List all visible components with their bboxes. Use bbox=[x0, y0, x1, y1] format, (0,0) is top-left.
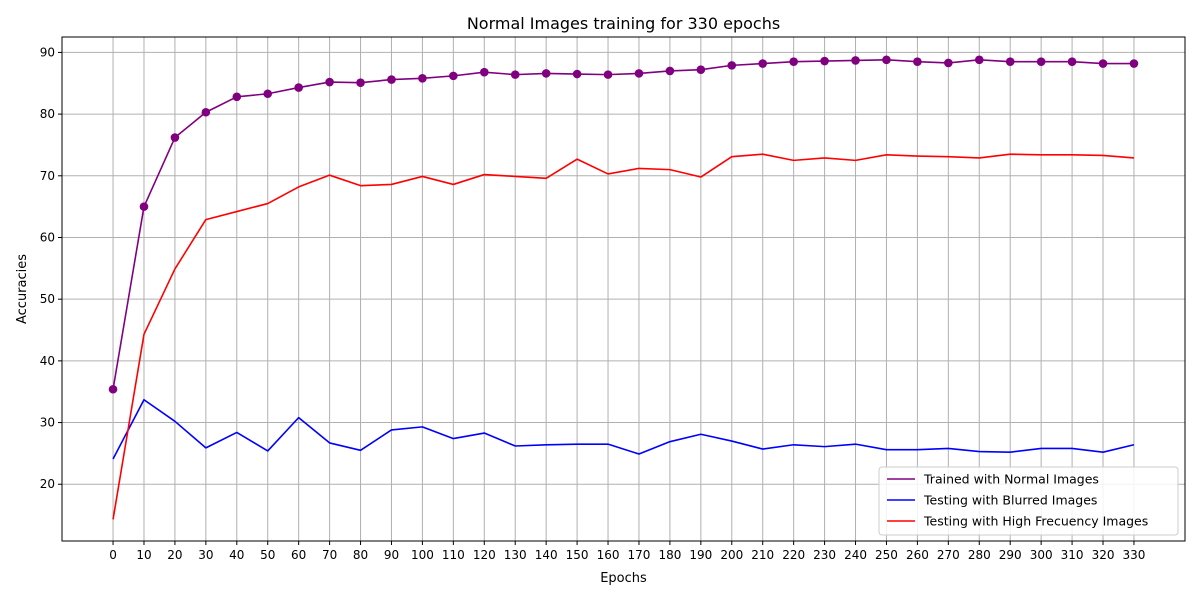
x-tick-label: 70 bbox=[322, 548, 337, 562]
data-point bbox=[1036, 57, 1046, 66]
x-tick-label: 150 bbox=[566, 548, 589, 562]
data-point bbox=[789, 57, 798, 66]
x-tick-label: 290 bbox=[999, 548, 1022, 562]
series-line bbox=[112, 153, 1135, 520]
data-point bbox=[1005, 57, 1015, 66]
data-point bbox=[603, 70, 613, 79]
x-tick-label: 220 bbox=[782, 548, 805, 562]
data-point bbox=[510, 70, 520, 79]
data-point bbox=[758, 59, 768, 68]
x-tick-label: 310 bbox=[1061, 548, 1084, 562]
data-point bbox=[232, 92, 242, 102]
data-point bbox=[263, 89, 273, 99]
x-tick-label: 80 bbox=[353, 548, 368, 562]
y-tick-label: 90 bbox=[40, 45, 55, 59]
data-point bbox=[665, 66, 675, 76]
x-tick-label: 40 bbox=[229, 548, 244, 562]
data-point bbox=[479, 67, 489, 77]
y-axis-ticks: 20 30 40 50 60 70 80 90 bbox=[40, 45, 62, 491]
y-tick-label: 70 bbox=[40, 169, 55, 183]
series-line bbox=[112, 398, 1135, 460]
data-point bbox=[387, 75, 396, 84]
legend-label: Trained with Normal Images bbox=[923, 472, 1099, 487]
data-point bbox=[1129, 59, 1139, 68]
x-tick-label: 250 bbox=[875, 548, 898, 562]
data-point bbox=[913, 57, 922, 66]
grid bbox=[62, 37, 1185, 541]
x-axis-ticks: 0 10 20 30 40 50 60 70 80 90 100 110 120 130 140 150 160… bbox=[109, 541, 1145, 562]
data-point bbox=[170, 133, 180, 142]
data-point bbox=[882, 55, 891, 65]
data-point bbox=[449, 71, 458, 81]
x-tick-label: 330 bbox=[1123, 548, 1146, 562]
x-tick-label: 200 bbox=[720, 548, 743, 562]
y-tick-label: 20 bbox=[40, 477, 55, 491]
x-tick-label: 210 bbox=[751, 548, 774, 562]
data-point bbox=[634, 69, 644, 78]
x-tick-label: 140 bbox=[535, 548, 558, 562]
data-point bbox=[294, 83, 303, 92]
y-tick-label: 80 bbox=[40, 107, 55, 121]
x-tick-label: 50 bbox=[260, 548, 275, 562]
series-2 bbox=[112, 398, 1135, 460]
x-tick-label: 0 bbox=[109, 548, 117, 562]
y-tick-label: 50 bbox=[40, 292, 55, 306]
data-point bbox=[1098, 59, 1108, 68]
x-tick-label: 90 bbox=[384, 548, 399, 562]
data-point bbox=[974, 55, 984, 65]
legend-label: Testing with Blurred Images bbox=[923, 493, 1097, 508]
x-tick-label: 20 bbox=[167, 548, 182, 562]
chart-title: Normal Images training for 330 epochs bbox=[467, 14, 780, 33]
series-layer bbox=[108, 55, 1139, 520]
data-point bbox=[541, 69, 551, 78]
data-point bbox=[696, 65, 706, 74]
y-tick-label: 30 bbox=[40, 416, 55, 430]
data-point bbox=[356, 78, 365, 87]
x-tick-label: 10 bbox=[136, 548, 151, 562]
x-tick-label: 260 bbox=[906, 548, 929, 562]
x-tick-label: 280 bbox=[968, 548, 991, 562]
data-point bbox=[1067, 57, 1077, 66]
y-tick-label: 40 bbox=[40, 354, 55, 368]
series-line bbox=[112, 59, 1134, 390]
x-tick-label: 100 bbox=[411, 548, 434, 562]
legend-box bbox=[878, 466, 1179, 536]
x-tick-label: 240 bbox=[844, 548, 867, 562]
x-tick-label: 110 bbox=[442, 548, 465, 562]
x-tick-label: 160 bbox=[597, 548, 620, 562]
data-point bbox=[139, 202, 149, 211]
data-point bbox=[944, 58, 953, 68]
data-point bbox=[201, 107, 211, 117]
data-point bbox=[325, 77, 334, 87]
x-tick-label: 190 bbox=[689, 548, 712, 562]
x-tick-label: 320 bbox=[1092, 548, 1115, 562]
legend-item: Testing with Blurred Images bbox=[887, 493, 1097, 508]
y-axis-label: Accuracies bbox=[15, 254, 30, 324]
legend: Trained with Normal Images Testing with B… bbox=[878, 466, 1179, 536]
legend-label: Testing with High Frecuency Images bbox=[923, 514, 1148, 529]
x-tick-label: 130 bbox=[504, 548, 527, 562]
x-axis-label: Epochs bbox=[600, 571, 647, 586]
x-tick-label: 120 bbox=[473, 548, 496, 562]
series-3 bbox=[112, 153, 1135, 520]
x-tick-label: 300 bbox=[1030, 548, 1053, 562]
x-tick-label: 30 bbox=[198, 548, 213, 562]
data-point bbox=[851, 56, 860, 65]
x-tick-label: 270 bbox=[937, 548, 960, 562]
legend-item: Trained with Normal Images bbox=[887, 472, 1099, 487]
legend-item: Testing with High Frecuency Images bbox=[887, 514, 1148, 529]
data-point bbox=[108, 384, 118, 394]
x-tick-label: 230 bbox=[813, 548, 836, 562]
plot-frame bbox=[61, 36, 1186, 542]
data-point bbox=[820, 56, 829, 66]
y-tick-label: 60 bbox=[40, 230, 55, 244]
x-tick-label: 180 bbox=[658, 548, 681, 562]
data-point bbox=[418, 74, 427, 83]
series-1 bbox=[108, 55, 1139, 394]
data-point bbox=[572, 69, 582, 79]
x-tick-label: 170 bbox=[628, 548, 651, 562]
x-tick-label: 60 bbox=[291, 548, 306, 562]
data-point bbox=[727, 61, 737, 70]
